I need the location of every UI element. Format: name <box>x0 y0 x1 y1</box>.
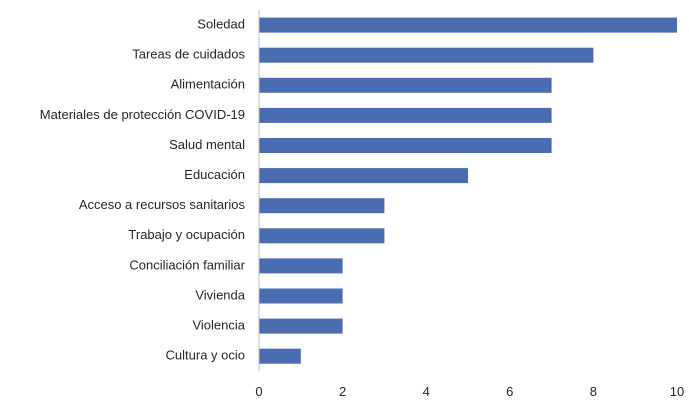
bars-layer <box>259 17 677 364</box>
category-label: Soledad <box>197 17 245 32</box>
x-tick-labels: 0 2 4 6 8 10 <box>255 384 684 399</box>
x-tick-label: 2 <box>339 384 346 398</box>
bar <box>259 138 552 153</box>
category-label: Cultura y ocio <box>166 348 245 363</box>
category-label: Tareas de cuidados <box>132 47 245 62</box>
bar <box>259 168 468 184</box>
category-label: Trabajo y ocupación <box>128 227 245 242</box>
category-label: Salud mental <box>169 137 245 152</box>
category-label: Vivienda <box>195 287 245 302</box>
x-tick-label: 6 <box>506 384 513 398</box>
category-label: Conciliación familiar <box>129 257 245 272</box>
x-tick-label: 8 <box>590 384 597 398</box>
category-label: Materiales de protección COVID-19 <box>40 107 245 122</box>
x-tick-label: 0 <box>255 384 262 398</box>
category-labels: Soledad Tareas de cuidados Alimentación Mat… <box>40 17 246 363</box>
bar <box>259 198 385 214</box>
x-tick-label: 4 <box>423 384 430 398</box>
bar <box>259 258 343 274</box>
category-label: Acceso a recursos sanitarios <box>79 197 246 212</box>
bar <box>259 318 343 334</box>
bar <box>259 17 677 33</box>
bar <box>259 107 552 123</box>
bar <box>259 348 301 364</box>
x-tick-label: 10 <box>670 384 684 398</box>
category-label: Alimentación <box>171 77 245 92</box>
category-label: Educación <box>184 167 245 182</box>
bar <box>259 288 343 304</box>
category-label: Violencia <box>192 318 245 333</box>
bar <box>259 77 552 93</box>
bar <box>259 228 385 244</box>
bar <box>259 47 594 63</box>
